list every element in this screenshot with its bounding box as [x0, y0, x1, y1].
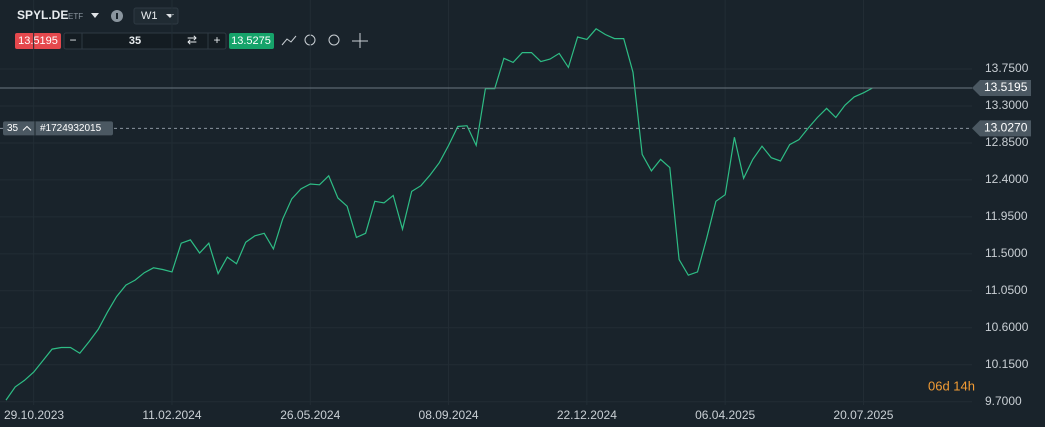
y-tick-label: 10.1500 — [985, 357, 1029, 371]
y-tick-label: 11.5000 — [985, 246, 1028, 260]
exchange-type: ETF — [68, 12, 83, 21]
symbol-dropdown[interactable] — [91, 13, 99, 18]
order-price-label: 13.0270 — [984, 121, 1028, 135]
timeframe-select[interactable] — [133, 7, 179, 25]
y-tick-label: 10.6000 — [985, 320, 1029, 334]
order-id: #1724932015 — [40, 123, 102, 134]
timeframe: W1 — [141, 10, 158, 22]
y-tick-label: 11.0500 — [985, 283, 1028, 297]
x-tick-label: 26.05.2024 — [280, 408, 340, 422]
x-tick-label: 20.07.2025 — [833, 408, 893, 422]
x-tick-label: 11.02.2024 — [142, 408, 201, 422]
order-quantity: 35 — [7, 123, 19, 134]
order-label-box — [3, 121, 113, 136]
crosshair-icon[interactable] — [352, 33, 368, 48]
chart-type-icon[interactable] — [281, 35, 297, 46]
price-line-series — [5, 28, 873, 401]
quantity: 35 — [129, 35, 141, 47]
y-tick-label: 13.7500 — [985, 61, 1029, 75]
minus-button[interactable]: − — [69, 33, 76, 47]
symbol[interactable]: SPYL.DE — [17, 8, 68, 22]
y-tick-label: 9.7000 — [985, 394, 1022, 408]
toolbar: SPYL.DE ETF W1 13.5195 − 35 ⇄ + 13.5275 — [15, 7, 368, 50]
buy-button[interactable] — [229, 33, 274, 49]
y-tick-label: 12.8500 — [985, 135, 1029, 149]
last-price-tag — [972, 79, 1031, 96]
sell-button[interactable] — [15, 33, 61, 49]
x-tick-label: 22.12.2024 — [557, 408, 617, 422]
order-caret — [22, 125, 32, 131]
zoom-in-icon[interactable] — [328, 34, 340, 46]
y-tick-label: 11.9500 — [985, 209, 1028, 223]
info-glyph — [116, 13, 118, 19]
x-tick-label: 06.04.2025 — [695, 408, 755, 422]
ask-price: 13.5275 — [231, 35, 271, 47]
last-price-label: 13.5195 — [984, 80, 1028, 94]
order-price-tag — [972, 120, 1031, 137]
plot-area: 9.7000 10.1500 10.6000 11.0500 11.5000 11.950… — [0, 28, 1031, 423]
bid-price: 13.5195 — [18, 35, 58, 47]
y-tick-label: 13.3000 — [985, 98, 1029, 112]
quantity-input[interactable] — [63, 32, 227, 50]
x-tick-label: 08.09.2024 — [419, 408, 479, 422]
plus-button[interactable]: + — [213, 33, 220, 47]
bar-countdown: 06d 14h — [928, 378, 975, 393]
swap-icon[interactable]: ⇄ — [187, 33, 197, 47]
y-tick-label: 12.4000 — [985, 172, 1029, 186]
x-tick-label: 29.10.2023 — [4, 408, 64, 422]
